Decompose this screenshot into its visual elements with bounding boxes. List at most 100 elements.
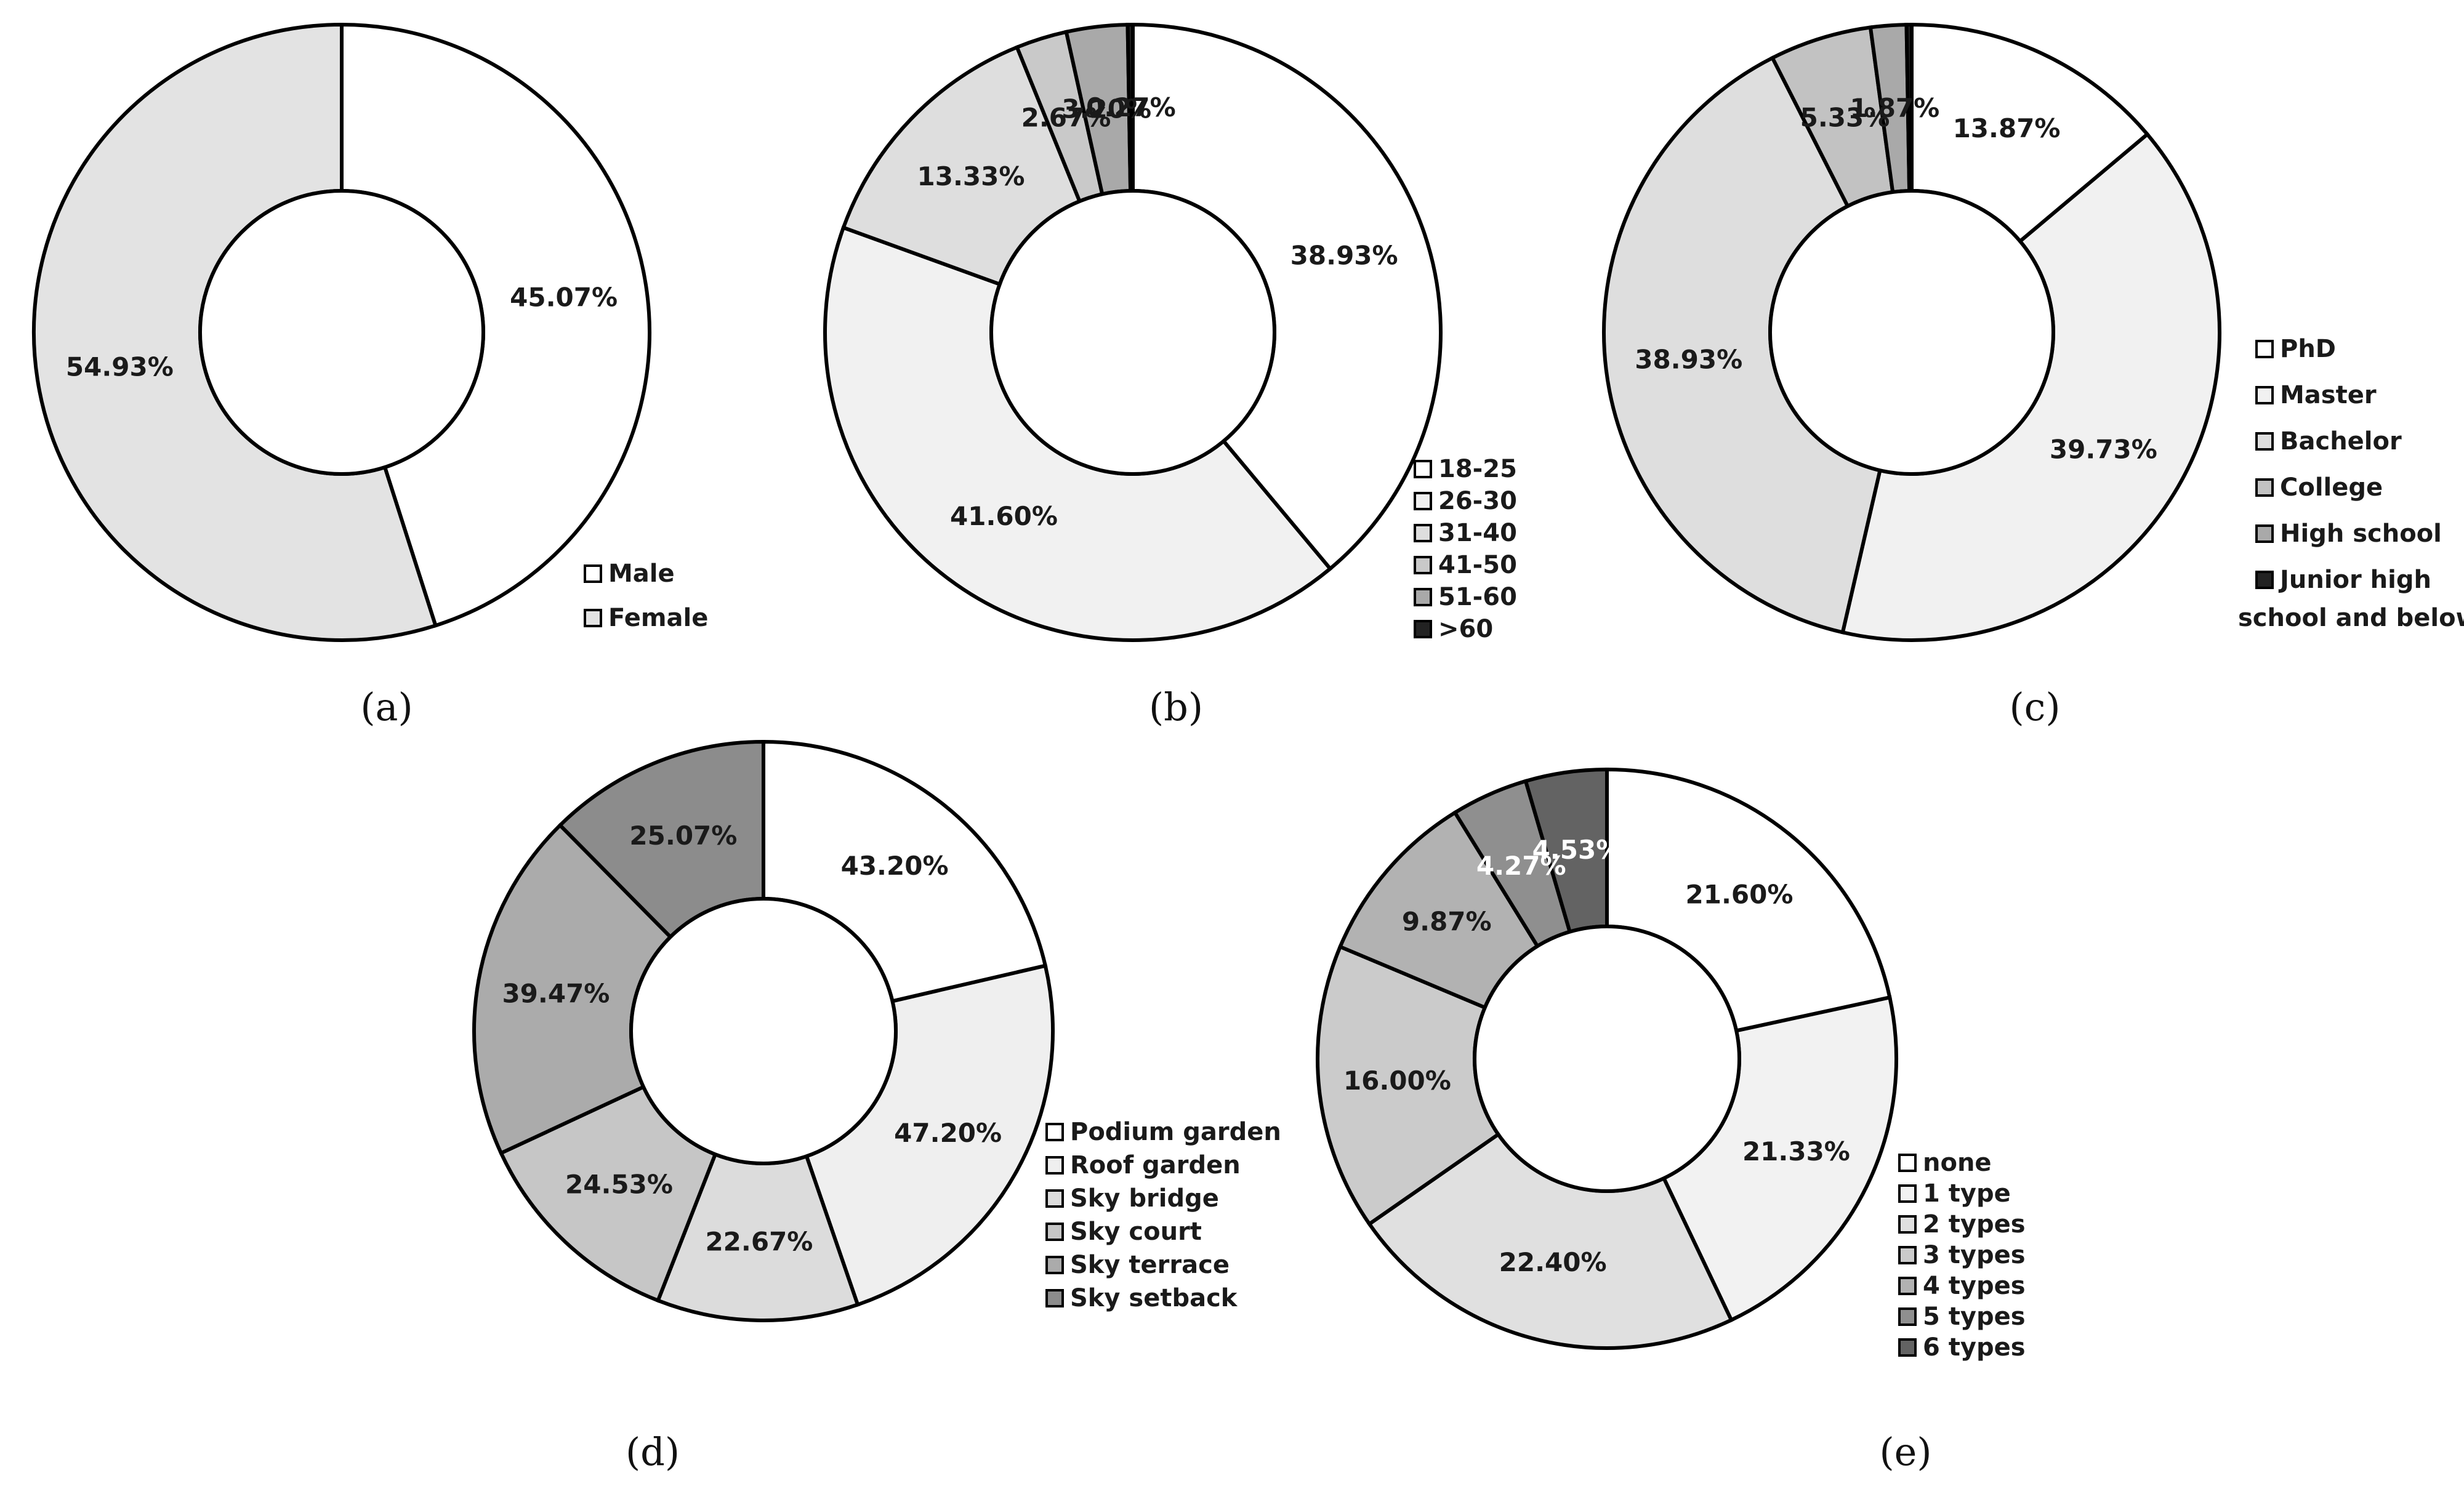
legend-item: Junior high school and below	[2238, 566, 2464, 632]
legend-swatch	[1414, 492, 1432, 510]
donut-chart-2: 38.93% 41.60% 13.33% 2.67%3.20%0.27% 18-25 26…	[823, 22, 1517, 643]
value-label: 38.93%	[1635, 344, 1742, 374]
value-label: 4.53%	[1532, 835, 1622, 865]
legend-label: 6 types	[1923, 1333, 2026, 1362]
legend-item: Master	[2255, 381, 2377, 409]
legend-item: Sky terrace	[1045, 1251, 1230, 1279]
legend-swatch	[1045, 1289, 1064, 1307]
legend-label: Bachelor	[2280, 427, 2402, 456]
legend-item: 41-50	[1414, 551, 1517, 579]
legend-item: 4 types	[1898, 1272, 2026, 1300]
legend-swatch	[2255, 386, 2274, 404]
donut-chart-4: 43.20% 47.20% 22.67% 24.53% 39.47% 25.07% Podi…	[472, 739, 1281, 1322]
legend-label: Sky bridge	[1070, 1184, 1219, 1213]
legend-swatch	[2255, 571, 2274, 589]
value-label: 22.67%	[705, 1226, 813, 1256]
legend-label: Junior high	[2278, 566, 2431, 594]
legend-swatch	[1045, 1223, 1064, 1241]
value-label: 21.33%	[1742, 1136, 1850, 1167]
donut-hole	[1768, 189, 2055, 476]
legend-swatch	[1898, 1307, 1917, 1326]
legend-label: Sky terrace	[1070, 1251, 1230, 1279]
value-label: 43.20%	[841, 851, 949, 881]
legend-label: Master	[2280, 381, 2377, 409]
legend-swatch	[1898, 1338, 1917, 1357]
panel-label: (b)	[1149, 685, 1203, 729]
legend-swatch	[1414, 588, 1432, 606]
value-label: 1.87%	[1850, 93, 1940, 123]
legend-label: 26-30	[1438, 487, 1517, 515]
legend-item: 5 types	[1898, 1303, 2026, 1331]
legend-label: PhD	[2280, 335, 2336, 363]
legend-swatch	[584, 609, 602, 627]
legend-label: 1 type	[1923, 1179, 2011, 1208]
legend-swatch	[1898, 1184, 1917, 1203]
legend-label: Podium garden	[1070, 1118, 1281, 1146]
legend-swatch	[1898, 1246, 1917, 1264]
legend-swatch	[2255, 432, 2274, 451]
legend-label: Roof garden	[1070, 1151, 1241, 1179]
value-label: 38.93%	[1290, 241, 1398, 271]
donut-hole	[198, 189, 485, 476]
value-label: 24.53%	[565, 1170, 673, 1200]
legend-swatch	[1045, 1123, 1064, 1141]
value-label: 3.20%	[1061, 94, 1151, 124]
value-label: 39.47%	[502, 978, 610, 1008]
legend-label: 2 types	[1923, 1210, 2026, 1239]
legend-item: Roof garden	[1045, 1151, 1241, 1179]
value-label: 45.07%	[510, 283, 618, 313]
legend-swatch	[584, 564, 602, 583]
donut-hole	[1473, 925, 1741, 1193]
value-label: 0.27%	[1086, 92, 1176, 122]
legend-item: 3 types	[1898, 1241, 2026, 1269]
legend-item: Sky bridge	[1045, 1184, 1219, 1213]
legend-item: Sky setback	[1045, 1284, 1238, 1312]
legend-item: Bachelor	[2255, 427, 2402, 456]
legend-item: 2 types	[1898, 1210, 2026, 1239]
legend-swatch	[1045, 1189, 1064, 1208]
legend-label: Female	[608, 604, 708, 632]
legend-swatch	[2255, 524, 2274, 543]
legend-item: PhD	[2255, 335, 2336, 363]
value-label: 54.93%	[66, 351, 174, 382]
legend-swatch	[1414, 460, 1432, 478]
legend-swatch	[1414, 620, 1432, 638]
legend-label: school and below	[2238, 604, 2464, 632]
legend-item: Podium garden	[1045, 1118, 1281, 1146]
value-label: 13.87%	[1953, 113, 2061, 143]
legend-swatch	[1898, 1154, 1917, 1172]
donut-chart-3: 13.87% 39.73% 38.93% 5.33%1.87% PhD Master Bac…	[1602, 22, 2464, 642]
legend-swatch	[1898, 1215, 1917, 1234]
legend-item: Male	[584, 560, 675, 588]
legend-item: 51-60	[1414, 583, 1517, 611]
value-label: 9.87%	[1402, 906, 1492, 936]
legend-item: 31-40	[1414, 519, 1517, 547]
legend-item: 1 type	[1898, 1179, 2011, 1208]
legend-label: College	[2280, 473, 2383, 502]
value-label: 21.60%	[1686, 879, 1794, 909]
legend-swatch	[2255, 478, 2274, 497]
legend-item: Sky court	[1045, 1218, 1202, 1246]
donut-hole	[989, 189, 1276, 476]
legend-swatch	[1414, 556, 1432, 574]
legend-item: 26-30	[1414, 487, 1517, 515]
legend-swatch	[1045, 1156, 1064, 1175]
donut-chart-5: 21.60% 21.33% 22.40% 16.00% 9.87% 4.27%4.53% n…	[1316, 767, 2026, 1362]
legend-label: 5 types	[1923, 1303, 2026, 1331]
legend-swatch	[2255, 340, 2274, 358]
legend-item: none	[1898, 1149, 1992, 1177]
legend-item: College	[2255, 473, 2383, 502]
value-label: 13.33%	[917, 161, 1025, 191]
legend-item: 18-25	[1414, 455, 1517, 483]
legend-item: >60	[1414, 615, 1493, 643]
value-label: 25.07%	[629, 821, 737, 851]
legend-label: High school	[2280, 520, 2442, 548]
panel-label: (d)	[626, 1429, 680, 1474]
value-label: 41.60%	[950, 501, 1058, 531]
donut-chart-1: 45.07% 54.93% Male Female	[32, 22, 708, 642]
legend-label: 18-25	[1438, 455, 1517, 483]
value-label: 39.73%	[2050, 434, 2157, 464]
legend-label: 3 types	[1923, 1241, 2026, 1269]
legend-label: Sky setback	[1070, 1284, 1238, 1312]
